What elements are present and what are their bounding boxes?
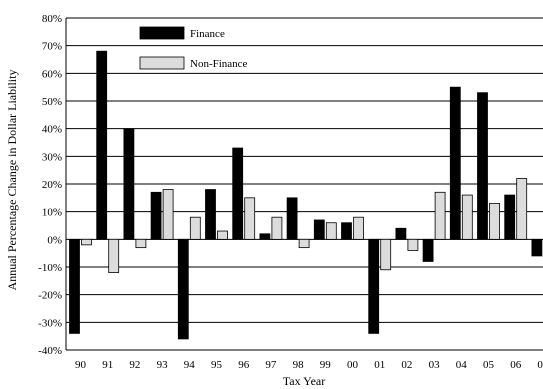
y-tick-label: -30% bbox=[38, 317, 62, 329]
bar-non-finance-04 bbox=[461, 194, 473, 240]
legend: Finance Non-Finance bbox=[139, 26, 248, 70]
x-tick-label: 99 bbox=[320, 359, 332, 371]
bar-non-finance-92 bbox=[135, 238, 147, 249]
x-tick-label: 06 bbox=[510, 359, 522, 371]
axes: -40% -30% -20% -10% 0% 10% 20% 30% 40% 50% 60% 70% 8… bbox=[38, 13, 543, 371]
x-tick-label: 03 bbox=[429, 359, 441, 371]
bar-non-finance-90 bbox=[81, 238, 92, 246]
x-tick-label: 02 bbox=[401, 359, 412, 371]
y-tick-label: 70% bbox=[42, 41, 62, 53]
bar-non-finance-01 bbox=[380, 238, 392, 271]
bar-non-finance-93 bbox=[162, 189, 174, 240]
bar-non-finance-96 bbox=[244, 197, 256, 240]
bar-finance-95 bbox=[205, 189, 216, 240]
y-tick-label: 60% bbox=[42, 68, 62, 80]
bar-finance-06 bbox=[504, 194, 516, 240]
x-tick-label: 04 bbox=[456, 359, 468, 371]
x-tick-label: 90 bbox=[75, 359, 87, 371]
bar-finance-00 bbox=[341, 222, 352, 240]
bar-finance-03 bbox=[422, 238, 434, 262]
y-tick-label: -10% bbox=[38, 262, 62, 274]
x-tick-label: 07 bbox=[537, 359, 543, 371]
x-tick-label: 91 bbox=[102, 359, 113, 371]
bar-non-finance-94 bbox=[189, 216, 201, 240]
bar-finance-02 bbox=[395, 227, 407, 240]
x-tick-label: 95 bbox=[211, 359, 223, 371]
x-tick-label: 01 bbox=[374, 359, 385, 371]
x-tick-label: 96 bbox=[238, 359, 250, 371]
bars bbox=[69, 50, 543, 340]
bar-non-finance-00 bbox=[353, 216, 364, 240]
y-tick-label: 40% bbox=[42, 124, 62, 136]
bar-finance-91 bbox=[96, 50, 108, 240]
bar-non-finance-91 bbox=[108, 238, 120, 273]
legend-swatch-non-finance bbox=[139, 56, 185, 70]
bar-non-finance-98 bbox=[298, 238, 310, 249]
bar-finance-01 bbox=[368, 238, 380, 334]
y-tick-label: -20% bbox=[38, 290, 62, 302]
y-tick-label: 30% bbox=[42, 151, 62, 163]
bar-non-finance-97 bbox=[271, 216, 283, 240]
bar-finance-94 bbox=[177, 238, 189, 340]
y-axis-title: Annual Percentage Change in Dollar Liabi… bbox=[5, 70, 19, 291]
x-tick-label: 97 bbox=[265, 359, 277, 371]
x-tick-label: 00 bbox=[347, 359, 359, 371]
bar-finance-99 bbox=[313, 219, 325, 240]
bar-non-finance-05 bbox=[489, 202, 500, 240]
bar-finance-96 bbox=[232, 147, 244, 240]
bar-non-finance-99 bbox=[325, 222, 337, 240]
x-tick-label: 92 bbox=[129, 359, 140, 371]
bar-finance-93 bbox=[150, 191, 162, 240]
y-tick-label: 0% bbox=[47, 234, 62, 246]
y-tick-label: 20% bbox=[42, 179, 62, 191]
x-tick-label: 93 bbox=[157, 359, 169, 371]
y-tick-label: 80% bbox=[42, 13, 62, 25]
legend-swatch-finance bbox=[139, 26, 185, 40]
x-tick-label: 98 bbox=[293, 359, 305, 371]
bar-finance-98 bbox=[286, 197, 298, 240]
bar-non-finance-95 bbox=[217, 230, 228, 240]
grid-lines bbox=[66, 17, 543, 351]
x-tick-label: 05 bbox=[483, 359, 495, 371]
legend-label-finance: Finance bbox=[190, 28, 225, 40]
bar-finance-07 bbox=[531, 238, 543, 257]
y-tick-label: -40% bbox=[38, 345, 62, 357]
x-axis-title: Tax Year bbox=[283, 374, 326, 388]
bar-non-finance-06 bbox=[516, 178, 528, 240]
bar-finance-92 bbox=[123, 128, 135, 240]
bar-finance-90 bbox=[69, 238, 80, 334]
bar-finance-04 bbox=[449, 86, 461, 240]
bar-non-finance-03 bbox=[434, 191, 446, 240]
bar-non-finance-02 bbox=[407, 238, 419, 251]
y-tick-label: 10% bbox=[42, 207, 62, 219]
bar-finance-97 bbox=[259, 233, 271, 240]
y-tick-label: 50% bbox=[42, 96, 62, 108]
legend-label-non-finance: Non-Finance bbox=[190, 58, 248, 70]
bar-finance-05 bbox=[477, 92, 488, 240]
x-tick-label: 94 bbox=[184, 359, 196, 371]
